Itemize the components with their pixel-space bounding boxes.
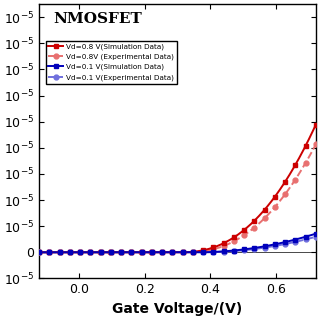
- Text: NMOSFET: NMOSFET: [53, 12, 142, 26]
- X-axis label: Gate Voltage/(V): Gate Voltage/(V): [112, 302, 243, 316]
- Legend: Vd=0.8 V(Simulation Data), Vd=0.8V (Experimental Data), Vd=0.1 V(Simulation Data: Vd=0.8 V(Simulation Data), Vd=0.8V (Expe…: [45, 41, 177, 84]
